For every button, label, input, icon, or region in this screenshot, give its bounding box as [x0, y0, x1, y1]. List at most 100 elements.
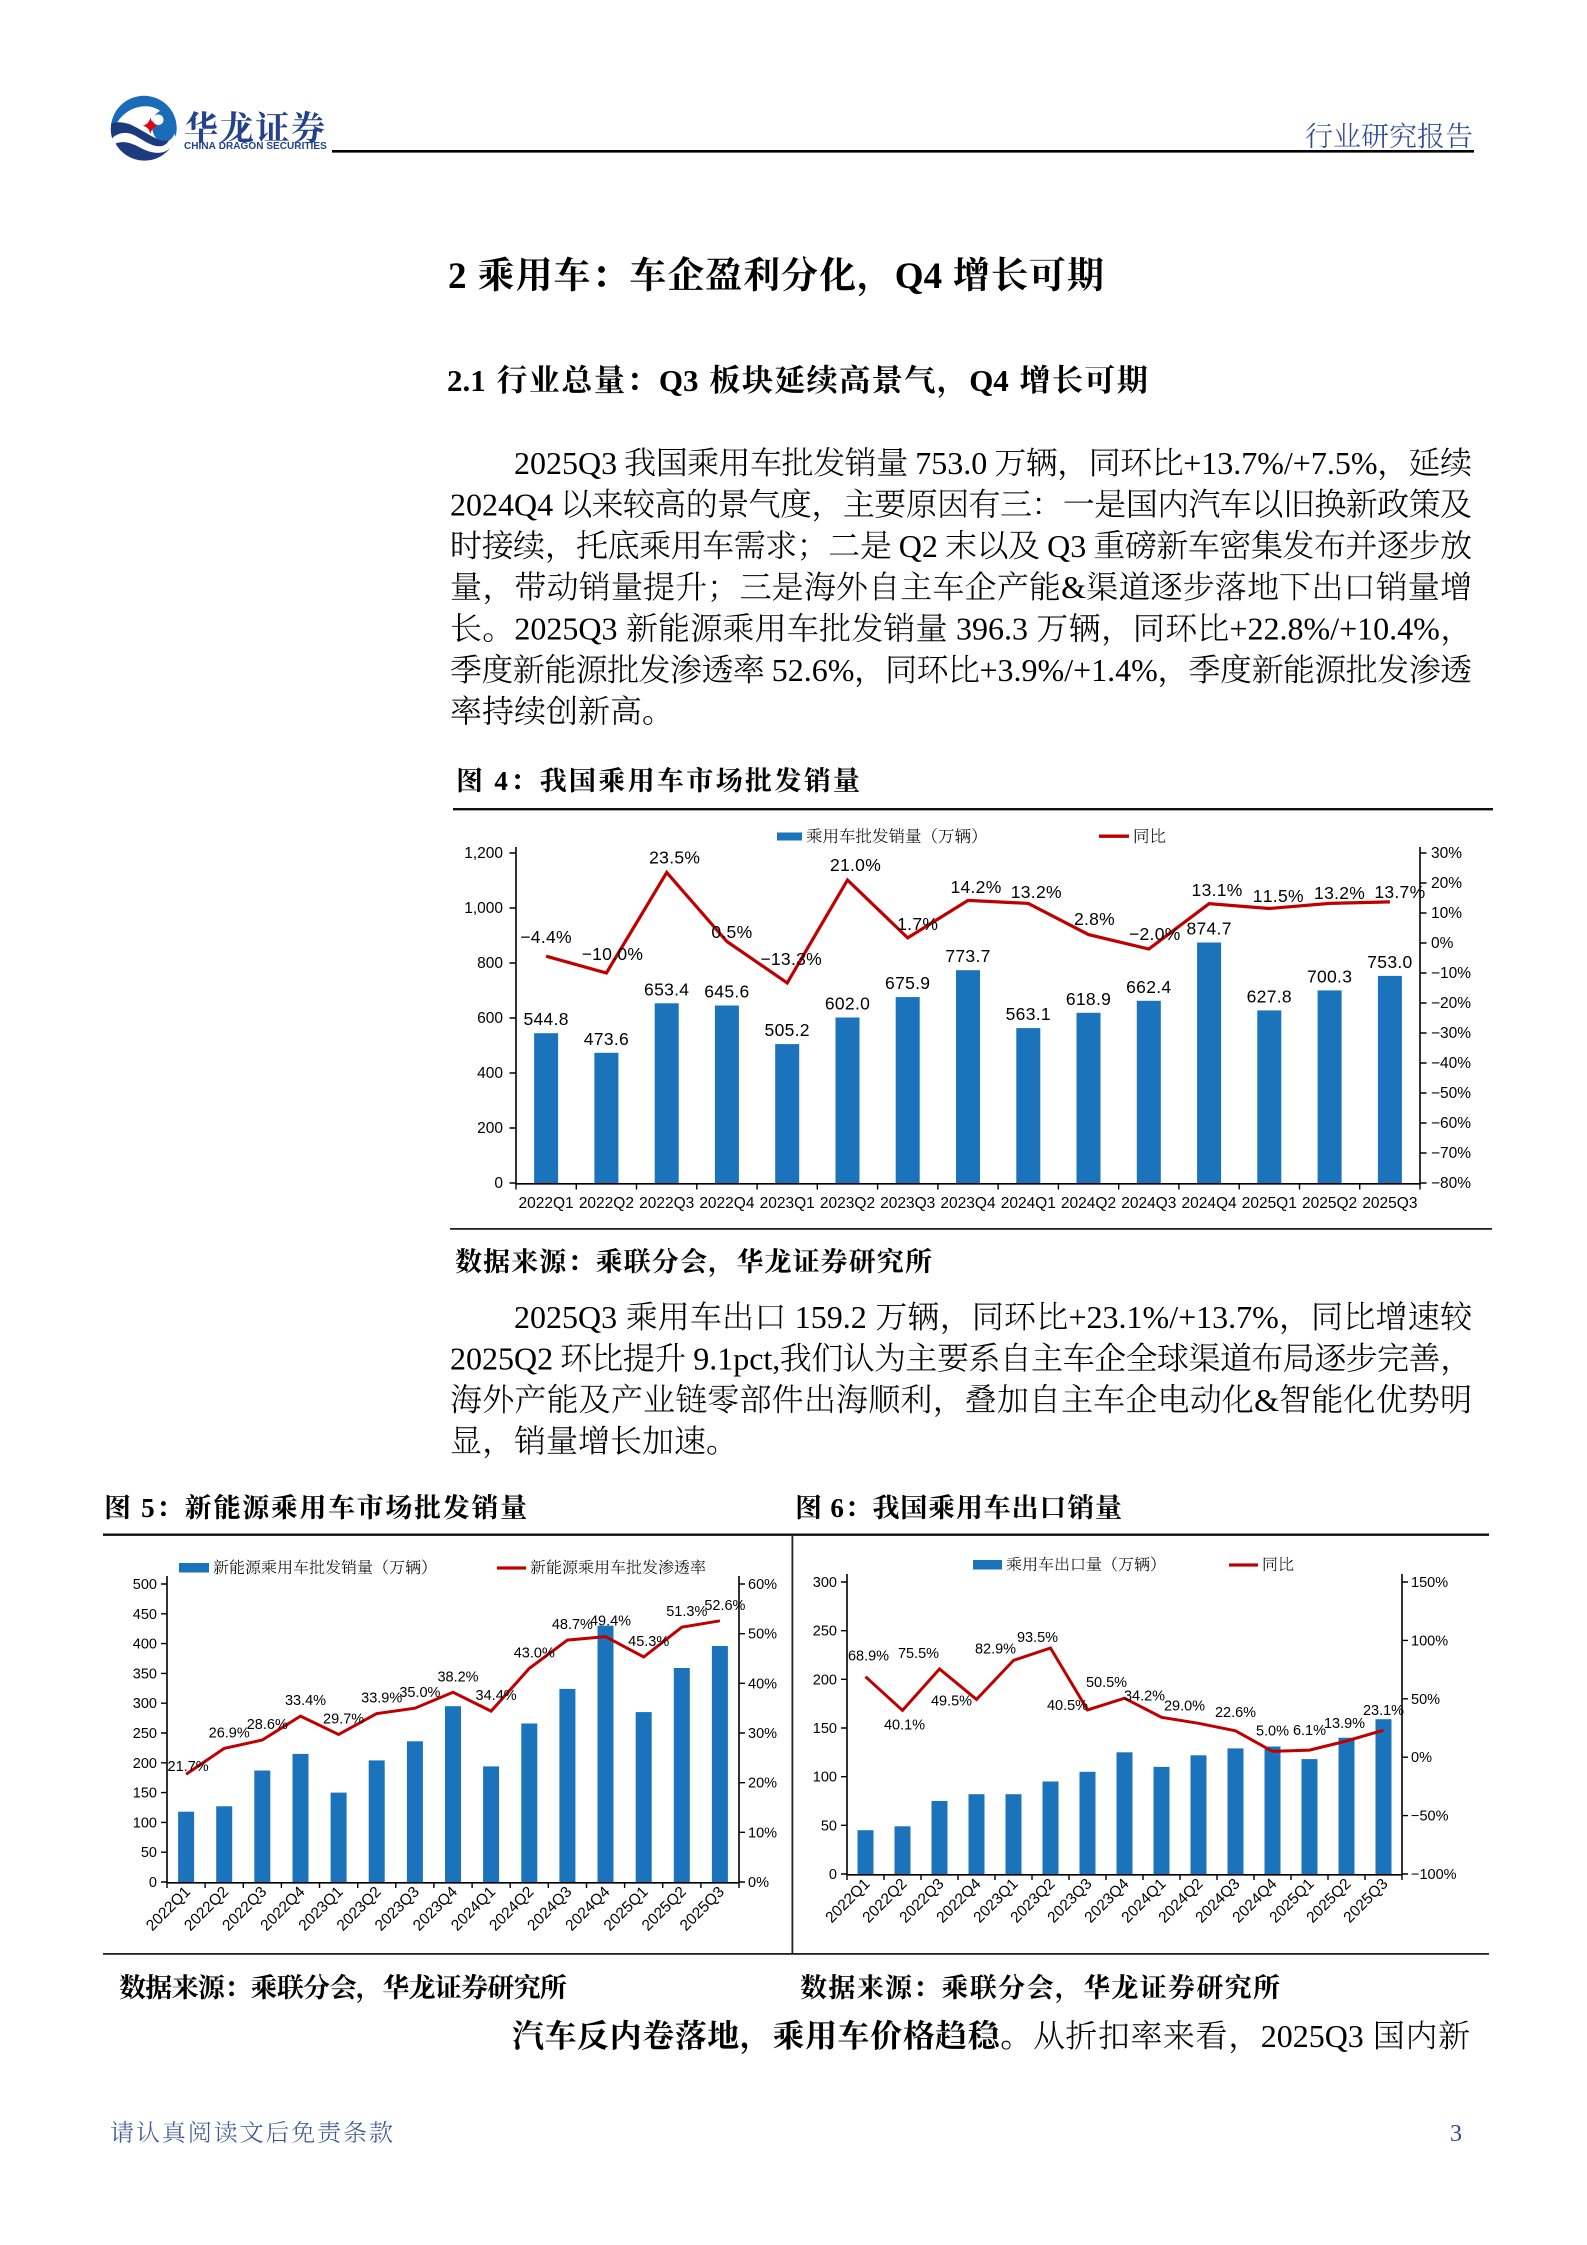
- svg-text:40.1%: 40.1%: [884, 1717, 925, 1733]
- svg-text:6.1%: 6.1%: [1293, 1723, 1326, 1739]
- svg-text:−30%: −30%: [1431, 1025, 1471, 1042]
- svg-text:1,200: 1,200: [464, 845, 503, 862]
- svg-text:3: 3: [1450, 2121, 1462, 2147]
- svg-text:&: &: [1061, 569, 1086, 605]
- svg-text:20%: 20%: [748, 1776, 777, 1792]
- svg-text:22.6%: 22.6%: [1215, 1705, 1256, 1721]
- svg-text:−2.0%: −2.0%: [1129, 924, 1181, 944]
- svg-text:2.8%: 2.8%: [1074, 909, 1115, 929]
- svg-text:49.4%: 49.4%: [590, 1614, 631, 1630]
- svg-text:40%: 40%: [748, 1676, 777, 1692]
- svg-text:753.0: 753.0: [915, 445, 987, 481]
- svg-text:563.1: 563.1: [1006, 1004, 1051, 1024]
- svg-text:82.9%: 82.9%: [975, 1641, 1016, 1657]
- svg-text:5: 5: [141, 1493, 155, 1523]
- svg-text:2022Q1: 2022Q1: [519, 1195, 574, 1212]
- svg-text:2024Q4: 2024Q4: [450, 486, 553, 522]
- svg-text:−10.0%: −10.0%: [582, 944, 644, 964]
- svg-text:300: 300: [813, 1575, 837, 1591]
- svg-text:675.9: 675.9: [885, 973, 930, 993]
- svg-text:700.3: 700.3: [1307, 966, 1352, 986]
- svg-text:60%: 60%: [748, 1577, 777, 1593]
- svg-text:2024Q4: 2024Q4: [1182, 1195, 1238, 1212]
- svg-text:Q3: Q3: [1047, 528, 1086, 564]
- svg-text:Q4: Q4: [969, 363, 1009, 398]
- svg-text:2023Q3: 2023Q3: [880, 1195, 935, 1212]
- svg-text:CHINA DRAGON SECURITIES: CHINA DRAGON SECURITIES: [184, 141, 327, 152]
- svg-text:+3.9%/+1.4%: +3.9%/+1.4%: [980, 652, 1158, 688]
- svg-text:45.3%: 45.3%: [628, 1634, 669, 1650]
- svg-text:100: 100: [813, 1770, 837, 1786]
- svg-text:−20%: −20%: [1431, 995, 1471, 1012]
- svg-text:159.2: 159.2: [795, 1299, 867, 1335]
- svg-text:150%: 150%: [1411, 1575, 1448, 1591]
- svg-text:473.6: 473.6: [584, 1029, 629, 1049]
- svg-text:43.0%: 43.0%: [514, 1645, 555, 1661]
- svg-text:800: 800: [477, 955, 503, 972]
- svg-text:33.4%: 33.4%: [285, 1693, 326, 1709]
- svg-text:−10%: −10%: [1431, 965, 1471, 982]
- svg-text:200: 200: [813, 1672, 837, 1688]
- svg-text:0: 0: [494, 1175, 503, 1192]
- svg-text:250: 250: [813, 1624, 837, 1640]
- svg-text:14.2%: 14.2%: [950, 877, 1001, 897]
- svg-text:645.6: 645.6: [704, 982, 749, 1002]
- svg-text:33.9%: 33.9%: [361, 1691, 402, 1707]
- svg-text:−60%: −60%: [1431, 1115, 1471, 1132]
- svg-text:400: 400: [477, 1065, 503, 1082]
- svg-text:68.9%: 68.9%: [848, 1649, 889, 1665]
- svg-text:0%: 0%: [748, 1875, 769, 1891]
- svg-text:5.0%: 5.0%: [1256, 1723, 1289, 1739]
- svg-text:0%: 0%: [1411, 1750, 1432, 1766]
- svg-text:200: 200: [477, 1120, 503, 1137]
- svg-text:11.5%: 11.5%: [1253, 886, 1304, 906]
- svg-text:2025Q3: 2025Q3: [1362, 1195, 1417, 1212]
- svg-text:544.8: 544.8: [523, 1009, 568, 1029]
- svg-text:2025Q3: 2025Q3: [514, 445, 617, 481]
- svg-text:400: 400: [133, 1637, 157, 1653]
- svg-text:627.8: 627.8: [1247, 986, 1292, 1006]
- svg-text:29.0%: 29.0%: [1164, 1698, 1205, 1714]
- svg-text:2025Q2: 2025Q2: [450, 1340, 553, 1376]
- svg-text:1.7%: 1.7%: [897, 914, 938, 934]
- svg-text:2023Q2: 2023Q2: [820, 1195, 875, 1212]
- svg-text:350: 350: [133, 1666, 157, 1682]
- svg-text:13.7%: 13.7%: [1374, 882, 1425, 902]
- svg-text:2025Q3: 2025Q3: [514, 1299, 617, 1335]
- svg-text:250: 250: [133, 1726, 157, 1742]
- svg-text:874.7: 874.7: [1186, 919, 1231, 939]
- svg-text:600: 600: [477, 1010, 503, 1027]
- svg-text:2025Q2: 2025Q2: [1302, 1195, 1357, 1212]
- svg-text:2022Q4: 2022Q4: [699, 1195, 755, 1212]
- svg-text:21.7%: 21.7%: [168, 1759, 209, 1775]
- svg-text:35.0%: 35.0%: [399, 1685, 440, 1701]
- svg-text:602.0: 602.0: [825, 994, 870, 1014]
- svg-text:0.5%: 0.5%: [711, 922, 752, 942]
- svg-text:2: 2: [448, 256, 467, 297]
- svg-text:50%: 50%: [1411, 1692, 1440, 1708]
- svg-text:13.2%: 13.2%: [1314, 883, 1365, 903]
- svg-text:+23.1%/+13.7%: +23.1%/+13.7%: [1069, 1299, 1279, 1335]
- svg-text:13.2%: 13.2%: [1011, 882, 1062, 902]
- svg-text:−4.4%: −4.4%: [520, 927, 572, 947]
- svg-text:23.5%: 23.5%: [649, 848, 700, 868]
- svg-text:52.6%: 52.6%: [704, 1598, 745, 1614]
- svg-text:Q4: Q4: [895, 256, 942, 297]
- svg-text:75.5%: 75.5%: [898, 1646, 939, 1662]
- svg-text:−13.3%: −13.3%: [760, 949, 822, 969]
- svg-text:50%: 50%: [748, 1627, 777, 1643]
- svg-text:−100%: −100%: [1411, 1867, 1457, 1883]
- svg-text:2024Q2: 2024Q2: [1061, 1195, 1116, 1212]
- svg-text:49.5%: 49.5%: [931, 1693, 972, 1709]
- svg-text:Q3: Q3: [659, 363, 699, 398]
- svg-text:773.7: 773.7: [945, 946, 990, 966]
- svg-text:2025Q1: 2025Q1: [1242, 1195, 1297, 1212]
- svg-text:26.9%: 26.9%: [209, 1725, 250, 1741]
- svg-text:40.5%: 40.5%: [1047, 1698, 1088, 1714]
- svg-text:2.1: 2.1: [447, 363, 486, 398]
- svg-text:653.4: 653.4: [644, 979, 689, 999]
- svg-text:0%: 0%: [1431, 935, 1454, 952]
- svg-text:2023Q4: 2023Q4: [940, 1195, 996, 1212]
- svg-text:2025Q3: 2025Q3: [514, 611, 617, 647]
- svg-text:50: 50: [141, 1845, 157, 1861]
